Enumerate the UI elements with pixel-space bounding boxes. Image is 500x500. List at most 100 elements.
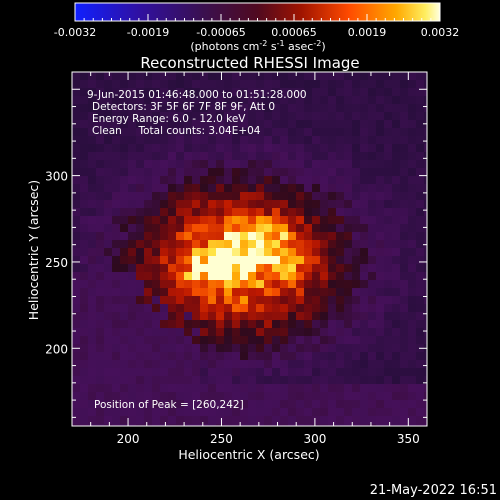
image-pixel <box>272 240 280 248</box>
image-pixel <box>224 272 232 280</box>
image-pixel <box>248 280 256 288</box>
image-pixel <box>144 408 152 416</box>
image-pixel <box>320 88 328 96</box>
image-pixel <box>360 400 368 408</box>
image-pixel <box>312 424 320 426</box>
image-pixel <box>400 272 408 280</box>
image-pixel <box>184 120 192 128</box>
image-pixel <box>368 368 376 376</box>
image-pixel <box>424 192 427 200</box>
image-pixel <box>192 312 200 320</box>
image-pixel <box>240 120 248 128</box>
image-pixel <box>96 384 104 392</box>
image-pixel <box>72 424 80 426</box>
image-pixel <box>88 264 96 272</box>
image-pixel <box>408 328 416 336</box>
image-pixel <box>368 248 376 256</box>
image-pixel <box>88 80 96 88</box>
image-pixel <box>328 184 336 192</box>
image-pixel <box>192 72 200 80</box>
image-pixel <box>80 112 88 120</box>
image-pixel <box>160 376 168 384</box>
image-pixel <box>376 264 384 272</box>
image-pixel <box>272 392 280 400</box>
image-pixel <box>400 200 408 208</box>
image-pixel <box>320 360 328 368</box>
image-pixel <box>120 272 128 280</box>
image-pixel <box>256 168 264 176</box>
image-pixel <box>144 400 152 408</box>
image-pixel <box>272 280 280 288</box>
image-pixel <box>192 304 200 312</box>
image-pixel <box>376 168 384 176</box>
image-pixel <box>280 304 288 312</box>
image-pixel <box>208 216 216 224</box>
image-pixel <box>400 376 408 384</box>
image-pixel <box>304 304 312 312</box>
image-pixel <box>168 328 176 336</box>
image-pixel <box>280 224 288 232</box>
image-pixel <box>152 112 160 120</box>
image-pixel <box>400 288 408 296</box>
image-pixel <box>168 336 176 344</box>
image-pixel <box>296 184 304 192</box>
image-pixel <box>208 256 216 264</box>
image-pixel <box>352 264 360 272</box>
image-pixel <box>400 360 408 368</box>
image-pixel <box>80 104 88 112</box>
image-pixel <box>336 408 344 416</box>
image-pixel <box>368 144 376 152</box>
image-pixel <box>288 96 296 104</box>
image-pixel <box>80 400 88 408</box>
image-pixel <box>104 424 112 426</box>
image-pixel <box>312 144 320 152</box>
image-pixel <box>160 248 168 256</box>
image-pixel <box>416 200 424 208</box>
image-pixel <box>424 328 427 336</box>
image-pixel <box>352 320 360 328</box>
image-pixel <box>120 384 128 392</box>
image-pixel <box>376 208 384 216</box>
image-pixel <box>96 400 104 408</box>
image-pixel <box>104 72 112 80</box>
image-pixel <box>248 344 256 352</box>
image-pixel <box>96 88 104 96</box>
image-pixel <box>320 416 328 424</box>
image-pixel <box>224 184 232 192</box>
image-pixel <box>88 320 96 328</box>
image-pixel <box>424 280 427 288</box>
image-pixel <box>104 184 112 192</box>
image-pixel <box>272 120 280 128</box>
image-pixel <box>112 152 120 160</box>
image-pixel <box>424 128 427 136</box>
image-pixel <box>72 368 80 376</box>
image-pixel <box>256 352 264 360</box>
image-pixel <box>392 248 400 256</box>
image-pixel <box>168 352 176 360</box>
image-pixel <box>280 296 288 304</box>
image-pixel <box>184 240 192 248</box>
image-pixel <box>240 216 248 224</box>
image-pixel <box>224 400 232 408</box>
image-pixel <box>96 192 104 200</box>
image-pixel <box>368 176 376 184</box>
image-pixel <box>80 408 88 416</box>
image-pixel <box>328 208 336 216</box>
image-pixel <box>312 296 320 304</box>
image-pixel <box>288 416 296 424</box>
image-pixel <box>384 344 392 352</box>
image-pixel <box>256 328 264 336</box>
image-pixel <box>192 144 200 152</box>
image-pixel <box>136 424 144 426</box>
image-pixel <box>240 424 248 426</box>
image-pixel <box>352 280 360 288</box>
image-pixel <box>368 184 376 192</box>
image-pixel <box>136 360 144 368</box>
image-pixel <box>288 384 296 392</box>
image-pixel <box>184 256 192 264</box>
image-pixel <box>304 360 312 368</box>
image-pixel <box>296 192 304 200</box>
image-pixel <box>120 264 128 272</box>
image-pixel <box>208 240 216 248</box>
image-pixel <box>416 392 424 400</box>
